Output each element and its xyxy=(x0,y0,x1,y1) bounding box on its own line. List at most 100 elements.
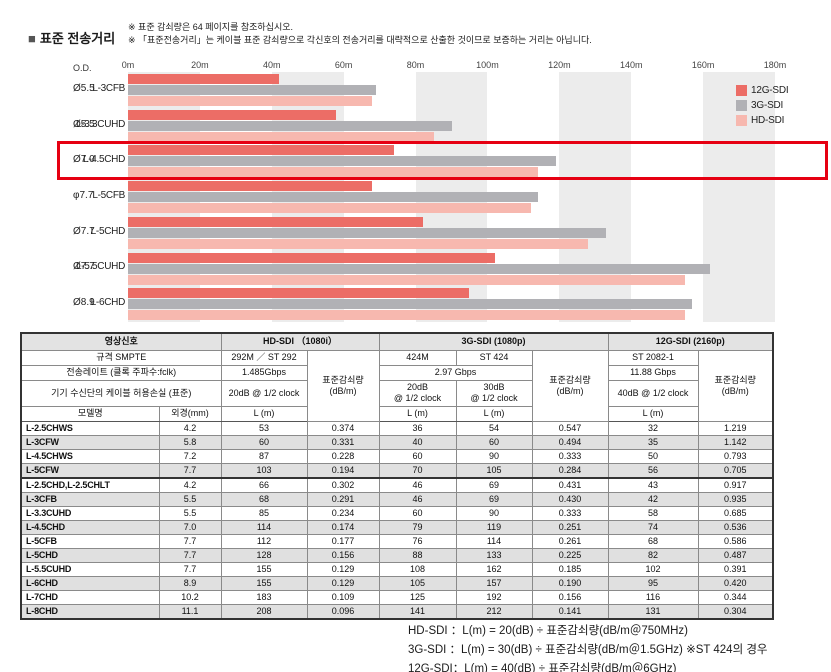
bar-3g-sdi-l-5.5cuhd xyxy=(128,263,711,274)
cell-g3-l20: 60 xyxy=(378,448,457,464)
cell-g3-a: 0.225 xyxy=(531,547,609,563)
3g-attenuation-header: 표준감쇠량 (dB/m) xyxy=(531,349,609,422)
cell-hd-a: 0.156 xyxy=(306,547,380,563)
grid-band xyxy=(703,72,775,322)
3g-loss-30db: 30dB @ 1/2 clock xyxy=(455,379,533,407)
cell-g3-l20: 108 xyxy=(378,561,457,577)
cell-g12-l: 35 xyxy=(607,434,699,450)
footnote-hd: HD-SDI ：L(m) = 20(dB) ÷ 표준감쇠량(dB/m＠750MH… xyxy=(408,625,688,637)
12g-loss: 40dB @ 1/2 clock xyxy=(607,379,699,407)
cell-g3-l20: 40 xyxy=(378,434,457,450)
cell-g12-a: 0.420 xyxy=(697,575,774,591)
cell-hd-l: 128 xyxy=(220,547,308,563)
cell-hd-a: 0.234 xyxy=(306,505,380,521)
cell-hd-l: 53 xyxy=(220,420,308,436)
cell-od: 7.7 xyxy=(158,561,222,577)
cell-g3-a: 0.430 xyxy=(531,491,609,507)
category-od-label: Ø5.5 xyxy=(73,82,95,94)
header-od: 외경(mm) xyxy=(158,405,222,422)
cell-od: 4.2 xyxy=(158,420,222,436)
legend-swatch-icon xyxy=(736,100,747,111)
header-3g-sdi: 3G-SDI (1080p) xyxy=(378,332,609,351)
cell-g3-a: 0.333 xyxy=(531,505,609,521)
cell-g3-a: 0.431 xyxy=(531,477,609,493)
header-notes: ※ 표준 감쇠량은 64 페이지를 참조하십시오. ※ 「표준전송거리」는 케이… xyxy=(128,21,592,47)
cell-g3-a: 0.261 xyxy=(531,533,609,549)
cell-g3-a: 0.284 xyxy=(531,462,609,479)
cell-g3-a: 0.251 xyxy=(531,519,609,535)
cell-od: 7.7 xyxy=(158,547,222,563)
cell-g3-a: 0.547 xyxy=(531,420,609,436)
cell-g3-l20: 46 xyxy=(378,491,457,507)
bar-hd-sdi-l-6chd xyxy=(128,310,686,321)
header-model: 모델명 xyxy=(20,405,160,422)
x-axis-tick-label: 160m xyxy=(691,60,715,70)
hd-smpte: 292M ／ ST 292 xyxy=(220,349,308,366)
category-od-label: Ø7.0 xyxy=(73,154,95,166)
category-model-label: L-4.5CHD xyxy=(82,154,125,166)
category-od-label: φ7.7 xyxy=(73,190,94,201)
cell-g12-a: 0.935 xyxy=(697,491,774,507)
category-od-label: Ø8.9 xyxy=(73,297,95,309)
bar-hd-sdi-l-3.3cuhd xyxy=(128,131,434,142)
x-axis-tick-label: 20m xyxy=(191,60,209,70)
cell-g3-a: 0.185 xyxy=(531,561,609,577)
category-model-label: L-6CHD xyxy=(90,297,126,309)
cell-g3-a: 0.333 xyxy=(531,448,609,464)
bar-12g-sdi-l-3cfb xyxy=(128,74,279,84)
hd-attenuation-header: 표준감쇠량 (dB/m) xyxy=(306,349,380,422)
cell-g12-l: 50 xyxy=(607,448,699,464)
cell-model: L-5CHD xyxy=(20,547,160,563)
x-axis-tick-label: 80m xyxy=(406,60,425,70)
cell-g3-l30: 90 xyxy=(455,505,533,521)
footnote-12g: 12G-SDI：L(m) = 40(dB) ÷ 표준감쇠량(dB/m＠6GHz) xyxy=(408,663,677,672)
od-column-header: O.D. xyxy=(73,63,92,73)
cell-g3-l30: 133 xyxy=(455,547,533,563)
legend-item: 3G-SDI xyxy=(736,98,789,113)
legend-label: 12G-SDI xyxy=(751,85,789,96)
legend-swatch-icon xyxy=(736,115,747,126)
footnote-3g: 3G-SDI ：L(m) = 30(dB) ÷ 표준감쇠량(dB/m＠1.5GH… xyxy=(408,644,768,656)
cell-g12-a: 0.917 xyxy=(697,477,774,493)
cell-hd-a: 0.291 xyxy=(306,491,380,507)
table-row: L-7CHD 10.2 183 0.109 125 192 0.156 116 0.344 xyxy=(20,589,774,605)
bar-3g-sdi-l-3cfb xyxy=(128,85,377,95)
header-smpte-label: 규격 SMPTE xyxy=(20,349,222,366)
cell-g12-l: 95 xyxy=(607,575,699,591)
legend-item: HD-SDI xyxy=(736,113,789,128)
cell-g12-l: 74 xyxy=(607,519,699,535)
12g-smpte: ST 2082-1 xyxy=(607,349,699,366)
cell-od: 10.2 xyxy=(158,589,222,605)
cell-g3-l30: 212 xyxy=(455,603,533,619)
header-loss-label: 기기 수신단의 케이블 허용손실 (표준) xyxy=(20,379,222,407)
category-model-label: L-3CFB xyxy=(92,82,125,94)
cell-g3-a: 0.156 xyxy=(531,589,609,605)
3g-lm-30: L (m) xyxy=(455,405,533,422)
title-bullet-icon: ■ xyxy=(28,31,36,46)
cell-model: L-3CFW xyxy=(20,434,160,450)
category-model-label: L-5CHD xyxy=(90,225,126,237)
cell-model: L-5CFB xyxy=(20,533,160,549)
bar-hd-sdi-l-4.5chd xyxy=(128,167,538,178)
cell-g12-a: 1.142 xyxy=(697,434,774,450)
bar-12g-sdi-l-6chd xyxy=(128,288,470,299)
table-header: 영상신호 HD-SDI （1080i） 3G-SDI (1080p) 12G-S… xyxy=(20,332,774,422)
cell-g3-l30: 60 xyxy=(455,434,533,450)
cell-model: L-5CFW xyxy=(20,462,160,479)
cell-hd-l: 103 xyxy=(220,462,308,479)
cell-g12-a: 0.705 xyxy=(697,462,774,479)
header-12g-sdi: 12G-SDI (2160p) xyxy=(607,332,774,351)
table-row: L-4.5CHWS 7.2 87 0.228 60 90 0.333 50 0.793 xyxy=(20,448,774,464)
cell-g12-l: 42 xyxy=(607,491,699,507)
cell-model: L-7CHD xyxy=(20,589,160,605)
cell-g12-a: 1.219 xyxy=(697,420,774,436)
cell-hd-l: 60 xyxy=(220,434,308,450)
cell-g3-l20: 105 xyxy=(378,575,457,591)
cell-g12-a: 0.487 xyxy=(697,547,774,563)
legend-label: HD-SDI xyxy=(751,115,785,126)
cell-g12-l: 82 xyxy=(607,547,699,563)
category-model-label: L-5.5CUHD xyxy=(76,261,125,273)
table-row: L-5.5CUHD 7.7 155 0.129 108 162 0.185 102 0.391 xyxy=(20,561,774,577)
x-axis-tick-label: 180m xyxy=(763,60,787,70)
cell-g3-l30: 69 xyxy=(455,491,533,507)
